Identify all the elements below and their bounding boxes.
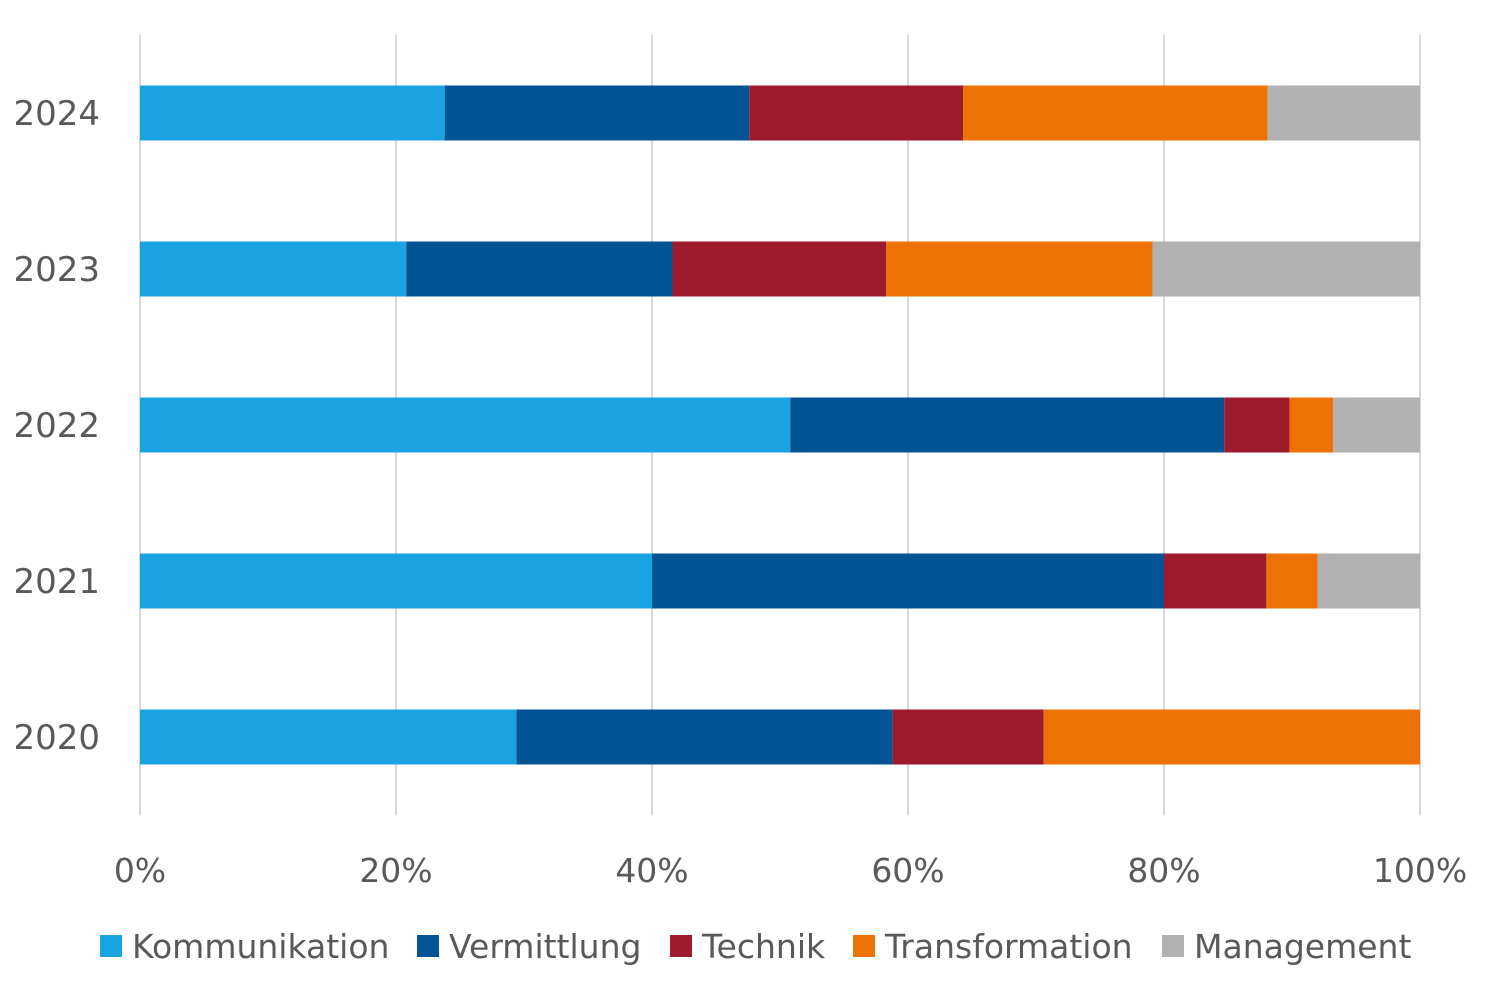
bar-segment-transformation-2022 (1289, 397, 1333, 453)
legend-swatch (853, 935, 875, 957)
legend-item-management: Management (1162, 927, 1411, 966)
bar-segment-vermittlung-2020 (516, 709, 893, 765)
legend-swatch (1162, 935, 1184, 957)
bars (140, 85, 1420, 765)
bar-segment-vermittlung-2021 (652, 553, 1164, 609)
bar-segment-transformation-2020 (1043, 709, 1420, 765)
x-tick-label: 60% (871, 851, 944, 890)
y-tick-label: 2024 (13, 94, 100, 134)
bar-segment-kommunikation-2021 (140, 553, 652, 609)
bar-segment-kommunikation-2024 (140, 85, 445, 141)
bar-segment-transformation-2023 (886, 241, 1153, 297)
legend-label: Management (1194, 927, 1411, 966)
legend-swatch (100, 935, 122, 957)
bar-segment-vermittlung-2022 (790, 397, 1225, 453)
legend-label: Technik (701, 927, 826, 966)
legend-item-kommunikation: Kommunikation (100, 927, 389, 966)
bar-segment-transformation-2021 (1266, 553, 1318, 609)
legend: Kommunikation Vermittlung Technik Transform… (100, 927, 1411, 966)
legend-item-vermittlung: Vermittlung (417, 927, 641, 966)
bar-segment-technik-2020 (892, 709, 1044, 765)
y-tick-label: 2021 (13, 562, 100, 602)
x-tick-label: 0% (114, 851, 166, 890)
bar-segment-technik-2023 (672, 241, 887, 297)
y-tick-label: 2023 (13, 250, 100, 290)
x-tick-label: 100% (1373, 851, 1467, 890)
legend-label: Kommunikation (132, 927, 389, 966)
y-axis-labels: 2024 2023 2022 2021 2020 (13, 94, 100, 758)
bar-segment-kommunikation-2020 (140, 709, 517, 765)
x-tick-label: 20% (359, 851, 432, 890)
legend-swatch (417, 935, 439, 957)
bar-segment-technik-2021 (1164, 553, 1267, 609)
y-tick-label: 2020 (13, 718, 100, 758)
legend-label: Transformation (884, 927, 1133, 966)
bar-segment-technik-2022 (1224, 397, 1290, 453)
legend-label: Vermittlung (449, 927, 641, 966)
bar-segment-kommunikation-2022 (140, 397, 791, 453)
y-tick-label: 2022 (13, 406, 100, 446)
legend-item-transformation: Transformation (853, 927, 1133, 966)
bar-segment-management-2023 (1152, 241, 1420, 297)
bar-segment-technik-2024 (749, 85, 964, 141)
x-tick-label: 80% (1127, 851, 1200, 890)
bar-segment-management-2022 (1332, 397, 1420, 453)
legend-swatch (670, 935, 692, 957)
legend-item-technik: Technik (670, 927, 826, 966)
x-axis-labels: 0% 20% 40% 60% 80% 100% (114, 851, 1467, 890)
bar-segment-kommunikation-2023 (140, 241, 407, 297)
bar-segment-vermittlung-2024 (444, 85, 750, 141)
bar-segment-vermittlung-2023 (406, 241, 673, 297)
x-tick-label: 40% (615, 851, 688, 890)
bar-segment-management-2021 (1317, 553, 1420, 609)
bar-segment-management-2024 (1267, 85, 1420, 141)
bar-segment-transformation-2024 (963, 85, 1268, 141)
